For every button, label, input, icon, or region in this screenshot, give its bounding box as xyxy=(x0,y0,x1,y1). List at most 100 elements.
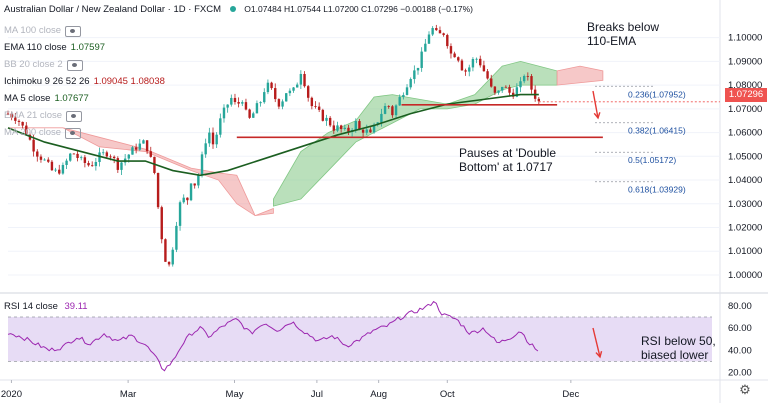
legend-value: 1.07597 xyxy=(70,42,106,53)
candle-body xyxy=(200,154,204,176)
y-tick-label: 1.10000 xyxy=(728,33,762,44)
candle-body xyxy=(80,157,83,159)
candle-body xyxy=(50,161,54,171)
eye-icon[interactable] xyxy=(65,128,82,139)
candle-body xyxy=(90,165,94,167)
candle-body xyxy=(475,58,478,60)
candle-body xyxy=(332,125,336,131)
down-arrow-icon xyxy=(592,90,599,119)
rsi-y-tick-label: 20.00 xyxy=(728,367,752,378)
x-tick-label: Oct xyxy=(440,389,455,400)
candle-body xyxy=(387,106,390,107)
candle-body xyxy=(65,160,68,165)
candle-body xyxy=(215,134,218,145)
candle-body xyxy=(508,87,511,93)
y-tick-label: 1.06000 xyxy=(728,128,762,139)
candle-body xyxy=(175,225,178,250)
y-tick-label: 1.04000 xyxy=(728,175,762,186)
candle-body xyxy=(438,30,442,34)
fib-level-label: 0.382(1.06415) xyxy=(628,126,686,136)
x-tick-label: Mar xyxy=(120,389,136,400)
annotation-breaks: Breaks below 110-EMA xyxy=(587,20,660,48)
candle-body xyxy=(479,58,482,66)
candle-body xyxy=(519,81,522,88)
eye-icon[interactable] xyxy=(65,26,82,37)
candle-body xyxy=(58,169,61,174)
candle-body xyxy=(431,28,434,35)
candle-body xyxy=(486,71,489,79)
candle-body xyxy=(482,65,486,72)
legend-name: MA 100 close xyxy=(4,25,62,36)
down-arrow-icon-head xyxy=(593,112,601,120)
candle-body xyxy=(296,84,299,88)
legend-row[interactable]: Ichimoku 9 26 52 26 1.09045 1.08038 xyxy=(4,73,165,90)
rsi-y-tick-label: 40.00 xyxy=(728,345,752,356)
legend-value: 1.07677 xyxy=(54,93,89,104)
candle-body xyxy=(398,97,401,106)
candle-body xyxy=(314,106,317,107)
legend-row[interactable]: MA 200 close xyxy=(4,124,165,141)
candle-body xyxy=(21,121,24,126)
candle-body xyxy=(17,120,21,122)
fib-level-label: 0.5(1.05172) xyxy=(628,155,676,165)
candle-body xyxy=(222,107,226,119)
candle-body xyxy=(464,70,467,72)
current-price-label: 1.07296 xyxy=(725,88,767,102)
candle-body xyxy=(112,156,116,159)
y-tick-label: 1.07000 xyxy=(728,104,762,115)
candle-body xyxy=(336,125,339,131)
ohlc-values: O1.07484 H1.07544 L1.07200 C1.07296 −0.0… xyxy=(244,4,474,14)
legend-row[interactable]: MA 5 close 1.07677 xyxy=(4,90,165,107)
legend-row[interactable]: BB 20 close 2 xyxy=(4,56,165,73)
candle-body xyxy=(446,35,449,47)
market-status-icon xyxy=(229,6,236,13)
y-tick-label: 1.03000 xyxy=(728,199,762,210)
candle-body xyxy=(292,87,295,91)
legend-name: EMA 21 close xyxy=(4,110,63,121)
candle-body xyxy=(526,75,530,77)
gear-icon[interactable]: ⚙ xyxy=(739,382,751,397)
candle-body xyxy=(270,82,273,89)
x-tick-label: Jul xyxy=(311,389,323,400)
candle-body xyxy=(383,106,387,114)
candle-body xyxy=(409,79,412,88)
candle-body xyxy=(32,139,35,152)
legend-row[interactable]: EMA 110 close 1.07597 xyxy=(4,39,165,56)
candle-body xyxy=(138,143,141,150)
candle-body xyxy=(339,125,343,130)
candle-body xyxy=(497,90,500,93)
candle-body xyxy=(36,151,39,157)
candle-body xyxy=(145,140,149,152)
rsi-legend-value: 39.11 xyxy=(64,301,88,312)
candle-body xyxy=(288,90,292,94)
candle-body xyxy=(244,102,248,110)
candle-body xyxy=(299,73,303,85)
candle-body xyxy=(530,76,533,90)
fib-level-label: 0.236(1.07952) xyxy=(628,89,686,99)
rsi-legend: RSI 14 close 39.11 xyxy=(4,301,88,312)
candle-body xyxy=(259,102,262,104)
candle-body xyxy=(105,152,109,157)
candle-body xyxy=(160,207,163,240)
candle-body xyxy=(493,86,497,93)
eye-icon[interactable] xyxy=(66,111,83,122)
candle-body xyxy=(317,106,321,110)
candle-body xyxy=(306,86,310,98)
eye-icon[interactable] xyxy=(66,60,83,71)
candle-body xyxy=(435,28,438,31)
rsi-y-tick-label: 80.00 xyxy=(728,301,752,312)
legend-row[interactable]: EMA 21 close xyxy=(4,107,165,124)
y-tick-label: 1.05000 xyxy=(728,151,762,162)
ichimoku-cloud-bearish xyxy=(8,127,274,217)
legend-row[interactable]: MA 100 close xyxy=(4,22,165,39)
candle-body xyxy=(230,97,233,105)
candle-body xyxy=(189,183,193,201)
candle-body xyxy=(25,125,28,135)
candle-body xyxy=(208,132,211,144)
candle-body xyxy=(204,143,207,155)
candle-body xyxy=(167,261,171,265)
candle-body xyxy=(420,51,423,68)
candle-body xyxy=(237,102,240,104)
candle-body xyxy=(501,86,504,91)
